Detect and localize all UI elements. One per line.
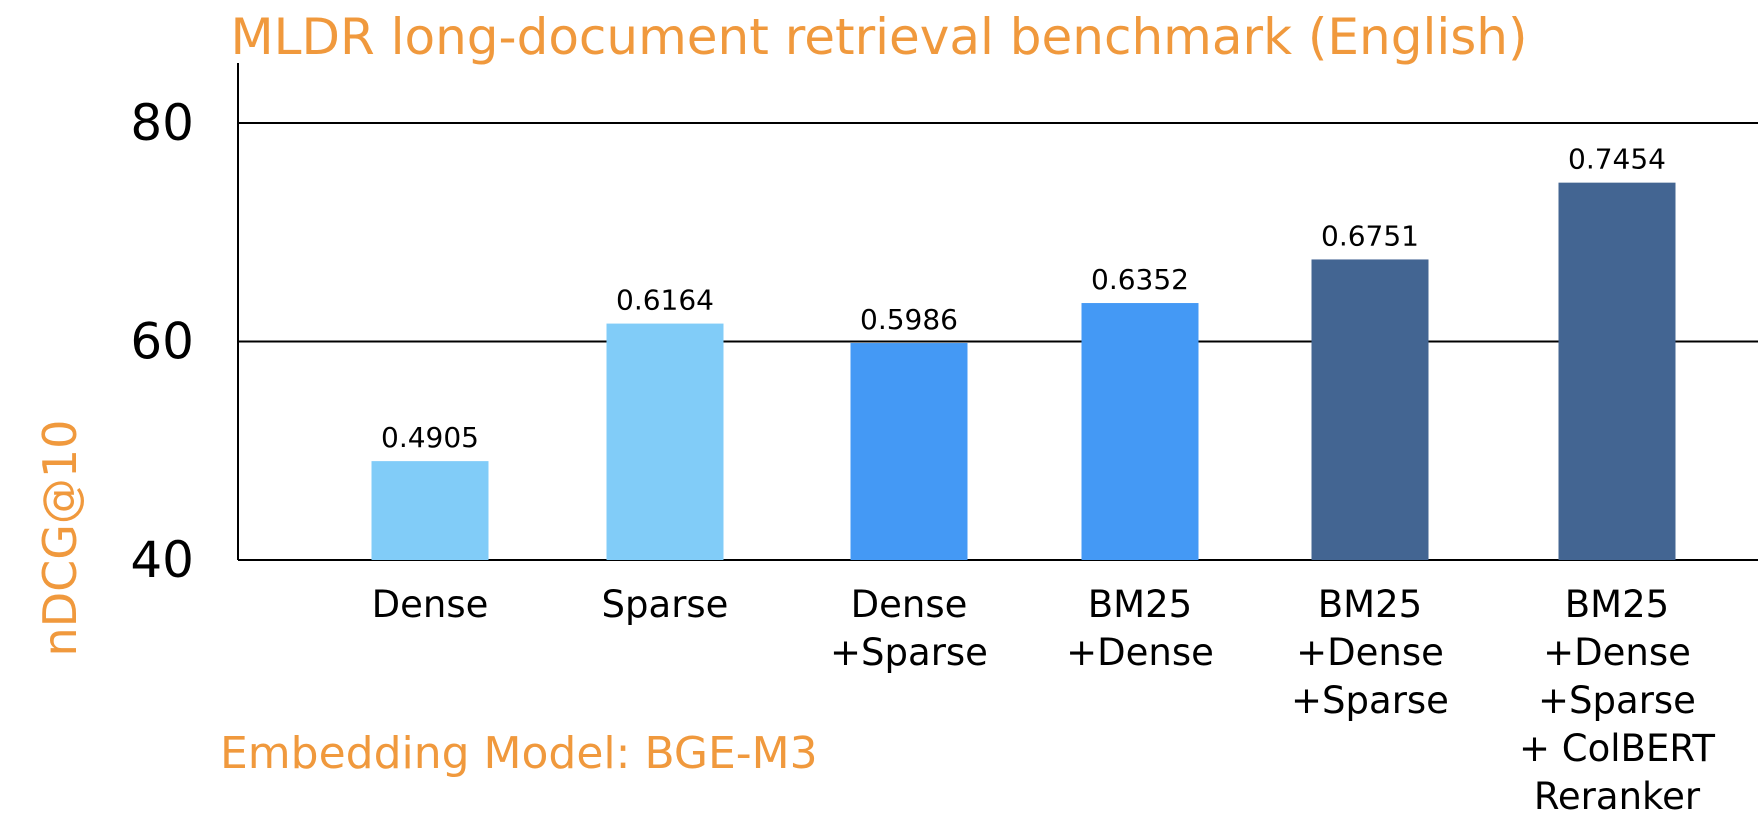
x-tick-label-0-0: Dense bbox=[372, 583, 489, 626]
x-tick-label-4-2: +Sparse bbox=[1291, 679, 1449, 722]
bar-value-label-5: 0.7454 bbox=[1568, 143, 1666, 176]
y-tick-label-80: 80 bbox=[130, 94, 194, 152]
bar-4 bbox=[1311, 259, 1429, 560]
bar-value-label-4: 0.6751 bbox=[1321, 219, 1419, 252]
bar-value-label-1: 0.6164 bbox=[616, 284, 714, 317]
bar-0 bbox=[371, 461, 489, 560]
x-tick-label-5-3: + ColBERT bbox=[1519, 727, 1715, 770]
bar-value-label-2: 0.5986 bbox=[860, 303, 958, 336]
bar-2 bbox=[850, 343, 968, 560]
chart-subtitle: Embedding Model: BGE-M3 bbox=[220, 728, 818, 779]
bar-5 bbox=[1558, 182, 1676, 560]
x-tick-label-3-0: BM25 bbox=[1088, 583, 1192, 626]
x-tick-label-2-1: +Sparse bbox=[830, 631, 988, 674]
x-tick-label-4-0: BM25 bbox=[1318, 583, 1422, 626]
x-tick-label-2-0: Dense bbox=[851, 583, 968, 626]
y-tick-label-40: 40 bbox=[130, 531, 194, 589]
bar-value-label-0: 0.4905 bbox=[381, 421, 479, 454]
bar-1 bbox=[606, 323, 724, 560]
x-tick-label-5-2: +Sparse bbox=[1538, 679, 1696, 722]
x-tick-label-4-1: +Dense bbox=[1296, 631, 1444, 674]
x-tick-label-5-4: Reranker bbox=[1534, 775, 1701, 818]
x-tick-label-3-1: +Dense bbox=[1066, 631, 1214, 674]
y-tick-label-60: 60 bbox=[130, 313, 194, 371]
bar-3 bbox=[1081, 303, 1199, 560]
x-tick-label-1-0: Sparse bbox=[602, 583, 729, 626]
x-tick-label-5-0: BM25 bbox=[1565, 583, 1669, 626]
bar-value-label-3: 0.6352 bbox=[1091, 263, 1189, 296]
x-tick-label-5-1: +Dense bbox=[1543, 631, 1691, 674]
chart-title: MLDR long-document retrieval benchmark (… bbox=[230, 8, 1528, 66]
